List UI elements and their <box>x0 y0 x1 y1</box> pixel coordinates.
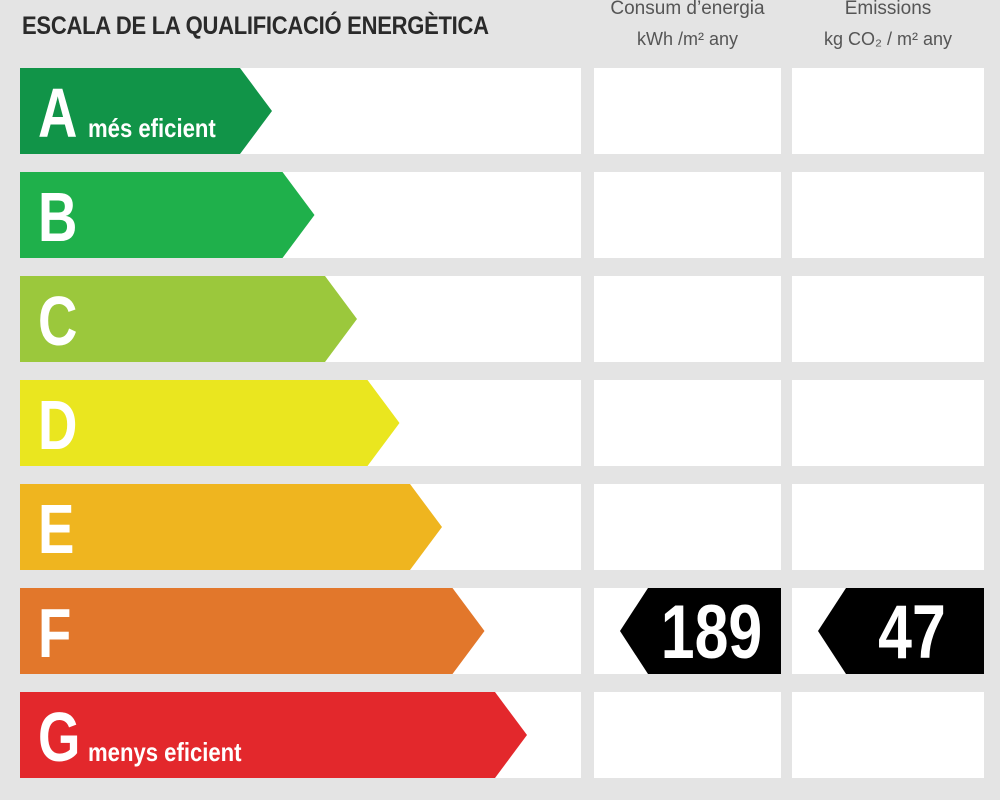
class-arrow-shape <box>20 588 485 674</box>
column-header-consum: Consum d’energia kWh /m² any <box>594 0 781 54</box>
class-arrow-polygon <box>20 692 527 778</box>
class-arrow-shape <box>20 68 272 154</box>
page-title: ESCALA DE LA QUALIFICACIÓ ENERGÈTICA <box>22 12 489 40</box>
class-arrow-b: B <box>20 172 315 258</box>
emissions-cell <box>792 380 984 466</box>
class-arrow-c: C <box>20 276 357 362</box>
column-header-consum-unit: kWh /m² any <box>636 29 738 49</box>
scale-cell: F <box>20 588 581 674</box>
scale-cell: E <box>20 484 581 570</box>
scale-cell: C <box>20 276 581 362</box>
emissions-rating-marker-polygon <box>818 588 984 674</box>
consum-rating-marker-shape <box>620 588 781 674</box>
consum-cell <box>594 172 781 258</box>
scale-cell: B <box>20 172 581 258</box>
class-letter: D <box>38 386 78 464</box>
emissions-cell <box>792 692 984 778</box>
class-arrow-e: E <box>20 484 442 570</box>
class-letter: A <box>38 74 78 152</box>
class-letter: F <box>38 594 72 672</box>
column-header-emissions: Emissions kg CO₂ / m² any <box>792 0 984 54</box>
emissions-rating-marker-value: 47 <box>878 590 946 675</box>
class-arrow-polygon <box>20 172 315 258</box>
class-arrow-shape <box>20 172 315 258</box>
consum-rating-marker-polygon <box>620 588 781 674</box>
consum-cell: 189 <box>594 588 781 675</box>
class-letter: G <box>38 698 81 776</box>
consum-rating-marker: 189 <box>594 588 781 675</box>
consum-rating-marker-value: 189 <box>660 590 763 675</box>
class-arrow-shape <box>20 484 442 570</box>
class-arrow-shape <box>20 692 527 778</box>
emissions-cell: 47 <box>792 588 984 675</box>
class-arrow-f: F <box>20 588 485 674</box>
emissions-cell <box>792 68 984 154</box>
consum-cell <box>594 484 781 570</box>
column-header-emissions-label: Emissions <box>844 0 932 19</box>
consum-cell <box>594 68 781 154</box>
class-arrow-polygon <box>20 276 357 362</box>
consum-cell <box>594 380 781 466</box>
class-arrow-shape <box>20 276 357 362</box>
column-header-emissions-unit: kg CO₂ / m² any <box>823 29 952 49</box>
class-arrow-polygon <box>20 588 485 674</box>
scale-cell: D <box>20 380 581 466</box>
emissions-cell <box>792 172 984 258</box>
class-letter: E <box>38 490 75 568</box>
class-caption: més eficient <box>88 113 216 143</box>
emissions-rating-marker-shape <box>818 588 984 674</box>
class-arrow-polygon <box>20 380 400 466</box>
class-caption: menys eficient <box>88 737 242 767</box>
emissions-cell <box>792 276 984 362</box>
class-letter: B <box>38 178 78 256</box>
class-arrow-polygon <box>20 484 442 570</box>
class-arrow-shape <box>20 380 400 466</box>
consum-cell <box>594 276 781 362</box>
column-header-consum-label: Consum d’energia <box>610 0 765 19</box>
class-letter: C <box>38 282 78 360</box>
consum-cell <box>594 692 781 778</box>
emissions-rating-marker: 47 <box>792 588 984 675</box>
class-arrow-polygon <box>20 68 272 154</box>
emissions-cell <box>792 484 984 570</box>
class-arrow-d: D <box>20 380 400 466</box>
